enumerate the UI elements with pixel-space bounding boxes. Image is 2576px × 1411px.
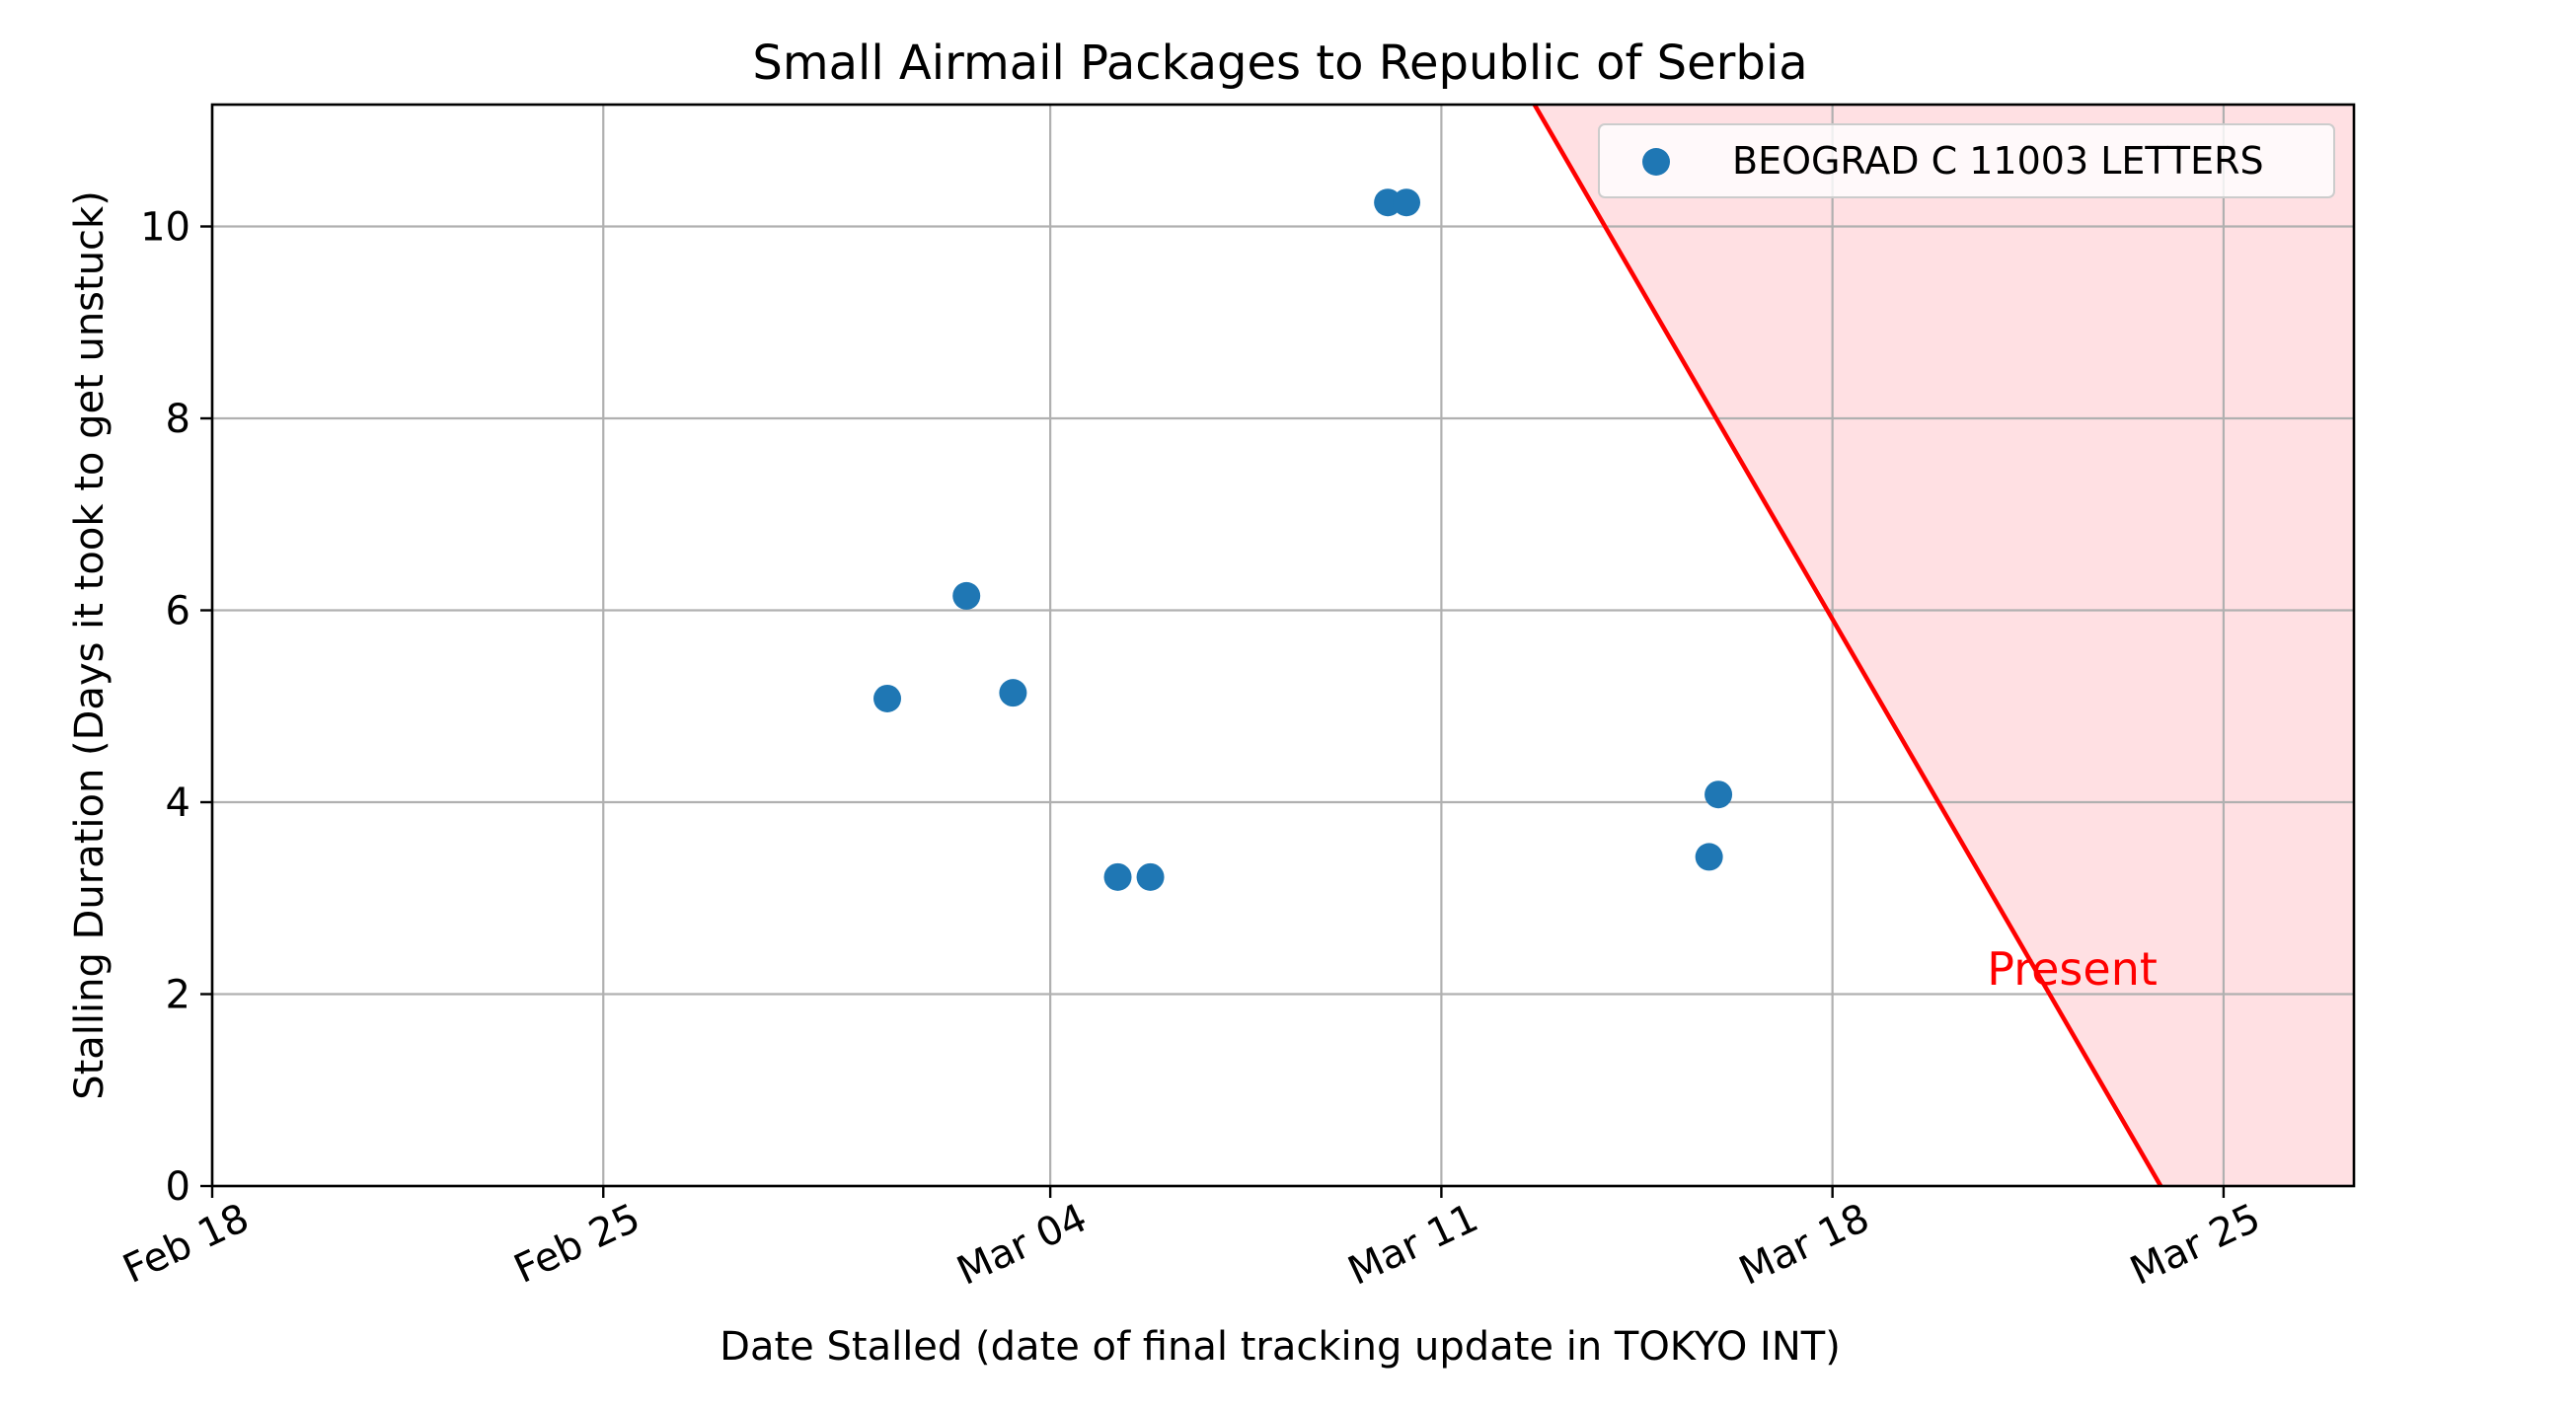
present-shaded-region bbox=[1534, 105, 2354, 1186]
y-tick-label: 10 bbox=[140, 205, 190, 251]
data-point bbox=[1136, 862, 1165, 891]
data-point bbox=[952, 581, 981, 610]
legend-label: BEOGRAD C 11003 LETTERS bbox=[1732, 139, 2264, 183]
x-tick-label: Mar 11 bbox=[1341, 1195, 1485, 1294]
y-tick-label: 0 bbox=[166, 1164, 190, 1210]
data-point bbox=[1103, 862, 1132, 891]
data-point bbox=[999, 679, 1027, 707]
legend-box bbox=[1598, 123, 2335, 198]
present-line bbox=[1532, 105, 2163, 1186]
data-point bbox=[1695, 843, 1723, 871]
plot-area: Present Feb 18 Feb 25 Mar 04 Mar 11 Mar 18 Mar… bbox=[116, 103, 2356, 1295]
legend-marker bbox=[1642, 148, 1670, 176]
x-axis-label: Date Stalled (date of final tracking upd… bbox=[720, 1324, 1841, 1370]
chart-title: Small Airmail Packages to Republic of Se… bbox=[752, 36, 1807, 91]
present-line-group bbox=[1532, 105, 2163, 1186]
axes-frame bbox=[210, 103, 2356, 1188]
y-tick-label: 2 bbox=[166, 973, 190, 1018]
present-annotation: Present bbox=[1987, 942, 2158, 996]
y-axis-label: Stalling Duration (Days it took to get u… bbox=[67, 190, 113, 1100]
x-tick-label: Mar 04 bbox=[950, 1195, 1095, 1294]
x-tick-label: Feb 25 bbox=[507, 1195, 646, 1293]
present-region-group bbox=[1534, 105, 2354, 1186]
x-tick-label: Mar 18 bbox=[1732, 1195, 1876, 1294]
x-tick-label: Feb 18 bbox=[116, 1195, 256, 1293]
data-point bbox=[1705, 780, 1733, 809]
data-point bbox=[1393, 188, 1421, 217]
y-tick-label: 8 bbox=[166, 397, 190, 442]
data-point bbox=[873, 684, 902, 712]
y-tick-label: 4 bbox=[166, 780, 190, 826]
x-tick-label: Mar 25 bbox=[2124, 1195, 2268, 1294]
y-tick-label: 6 bbox=[166, 589, 190, 634]
